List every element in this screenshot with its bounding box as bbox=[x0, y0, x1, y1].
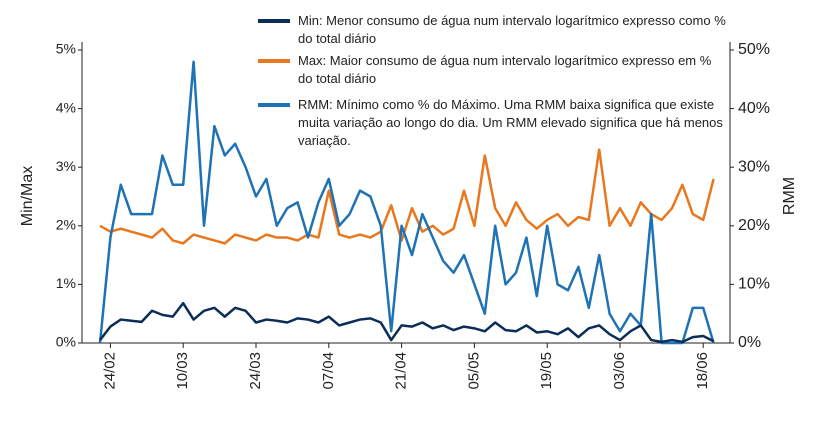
x-tick-label: 21/04 bbox=[393, 352, 410, 390]
y2-axis-label: RMM bbox=[781, 177, 798, 215]
x-tick-label: 10/03 bbox=[174, 352, 191, 390]
x-tick-label: 19/05 bbox=[538, 352, 555, 390]
series-line bbox=[98, 60, 715, 345]
series-line bbox=[99, 301, 715, 344]
y2-tick-label: 40% bbox=[738, 100, 770, 117]
x-tick-label: 18/06 bbox=[694, 352, 711, 390]
x-tick-label: 03/06 bbox=[611, 352, 628, 390]
y2-tick-label: 50% bbox=[738, 41, 770, 58]
legend-label: Min: Menor consumo de água num intervalo… bbox=[298, 13, 726, 46]
x-tick-label: 24/02 bbox=[101, 352, 118, 390]
legend-label: RMM: Mínimo como % do Máximo. Uma RMM ba… bbox=[298, 97, 723, 148]
y-axis-label: Min/Max bbox=[19, 166, 36, 226]
y-tick-label: 3% bbox=[56, 158, 76, 174]
x-tick-label: 05/05 bbox=[465, 352, 482, 390]
y2-tick-label: 20% bbox=[738, 217, 770, 234]
y-tick-label: 2% bbox=[56, 217, 76, 233]
y-tick-label: 1% bbox=[56, 275, 76, 291]
y2-tick-label: 0% bbox=[738, 334, 761, 351]
y-tick-label: 5% bbox=[56, 41, 76, 57]
legend-label: Max: Maior consumo de água num intervalo… bbox=[298, 53, 712, 86]
y-tick-label: 0% bbox=[56, 334, 76, 350]
x-tick-label: 24/03 bbox=[247, 352, 264, 390]
series-line bbox=[99, 148, 715, 245]
y2-tick-label: 10% bbox=[738, 276, 770, 293]
y2-tick-label: 30% bbox=[738, 158, 770, 175]
x-tick-label: 07/04 bbox=[320, 352, 337, 390]
y-tick-label: 4% bbox=[56, 99, 76, 115]
